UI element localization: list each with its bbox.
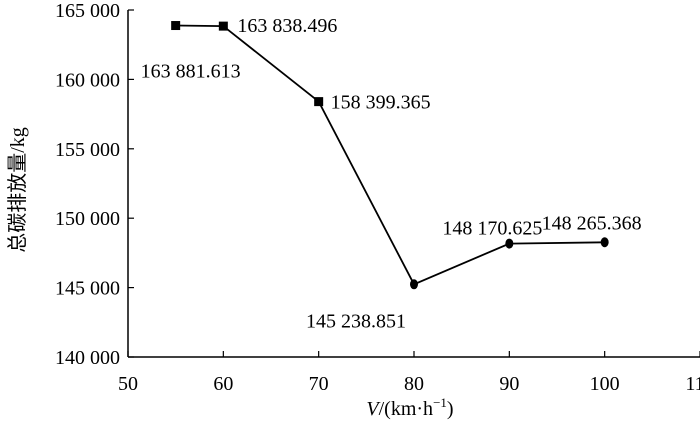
x-tick-label: 70 <box>309 373 329 395</box>
y-tick-label: 150 000 <box>55 208 120 230</box>
data-label: 148 265.368 <box>542 212 642 234</box>
x-tick-label: 80 <box>404 373 424 395</box>
data-label: 163 881.613 <box>141 61 241 83</box>
data-point-marker <box>171 21 181 31</box>
y-tick-label: 165 000 <box>55 0 120 22</box>
data-series <box>171 21 609 290</box>
y-tick-label: 140 000 <box>55 347 120 369</box>
data-label: 163 838.496 <box>237 15 337 37</box>
data-point-marker <box>314 97 324 107</box>
x-tick-label: 60 <box>213 373 233 395</box>
x-tick-label: 50 <box>118 373 138 395</box>
x-tick-label: 110 <box>685 373 700 395</box>
data-point-marker <box>218 21 228 31</box>
y-tick-label: 160 000 <box>55 69 120 91</box>
x-tick-label: 100 <box>590 373 620 395</box>
data-point-marker <box>505 238 514 249</box>
data-point-marker <box>410 279 418 290</box>
y-axis-ticks: 140 000 145 000 150 000 155 000 160 000 165 0… <box>55 0 134 369</box>
y-tick-label: 155 000 <box>55 139 120 161</box>
data-label: 145 238.851 <box>306 310 406 332</box>
data-label: 158 399.365 <box>331 92 431 114</box>
y-axis-title: 总碳排放量/kg <box>6 127 29 253</box>
data-labels: 163 881.613 163 838.496 158 399.365 145 238… <box>141 15 642 332</box>
x-tick-label: 90 <box>499 373 519 395</box>
series-line <box>175 24 605 286</box>
x-axis-ticks: 50 60 70 80 90 100 110 <box>118 351 700 395</box>
data-point-marker <box>600 237 609 248</box>
data-label: 148 170.625 <box>442 218 542 240</box>
x-axis-title: V/(km·h−1) <box>366 395 453 420</box>
y-tick-label: 145 000 <box>55 278 120 300</box>
